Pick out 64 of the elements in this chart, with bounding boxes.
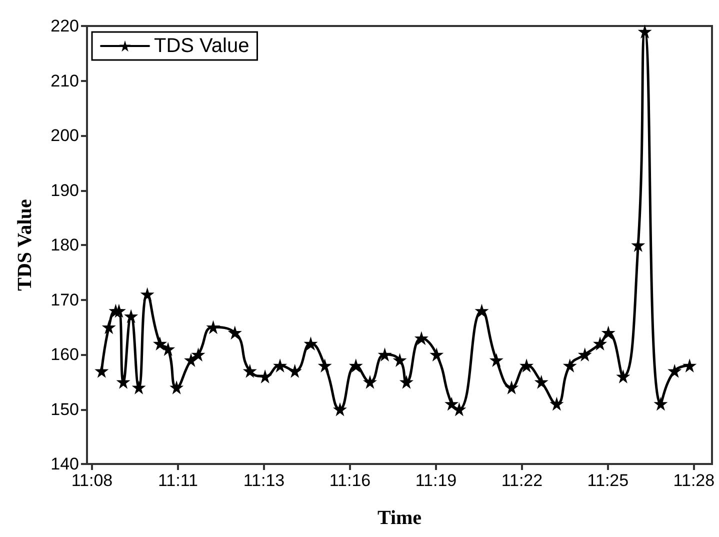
x-tick-label: 11:13 <box>243 471 285 490</box>
point <box>562 358 577 372</box>
point <box>504 380 519 394</box>
y-tick-label: 150 <box>50 400 79 419</box>
point <box>288 364 302 378</box>
point <box>520 358 534 372</box>
y-tick-label: 220 <box>50 16 79 36</box>
point <box>392 352 407 367</box>
point <box>348 358 363 372</box>
y-tick-label: 190 <box>50 180 79 200</box>
point <box>682 358 697 372</box>
point <box>638 24 652 38</box>
point <box>414 331 428 346</box>
point <box>578 348 592 362</box>
point <box>616 369 630 384</box>
y-axis-title: TDS Value <box>14 199 36 291</box>
point <box>304 336 318 351</box>
y-tick-label: 160 <box>50 345 79 364</box>
point <box>132 380 146 394</box>
x-tick-label: 11:11 <box>158 471 198 490</box>
point <box>258 369 272 384</box>
point <box>140 287 154 302</box>
point <box>362 374 377 389</box>
point <box>654 396 668 411</box>
point <box>489 352 504 367</box>
x-tick-label: 11:28 <box>673 471 715 490</box>
legend-label: TDS Value <box>154 35 250 57</box>
point <box>124 309 138 324</box>
y-tick-label: 170 <box>50 290 79 310</box>
point <box>273 358 288 372</box>
point <box>430 348 444 362</box>
x-tick-label: 11:19 <box>415 471 457 490</box>
y-tick-label: 210 <box>50 71 79 90</box>
point <box>228 326 242 340</box>
point <box>170 380 184 394</box>
point <box>474 304 489 318</box>
y-tick-label: 140 <box>50 454 79 474</box>
point <box>444 396 459 411</box>
point <box>593 336 608 351</box>
x-tick-label: 11:16 <box>329 471 371 490</box>
point <box>116 374 130 389</box>
point <box>112 304 126 318</box>
point <box>161 342 176 356</box>
x-tick-label: 11:22 <box>501 471 543 490</box>
point <box>601 326 616 340</box>
point <box>152 336 167 351</box>
x-tick-label: 11:25 <box>587 471 629 490</box>
point <box>550 396 564 411</box>
point <box>378 348 392 362</box>
point <box>206 320 220 334</box>
y-tick-label: 180 <box>50 236 79 254</box>
point <box>94 364 109 378</box>
x-tick-label: 11:08 <box>71 471 113 490</box>
point <box>191 348 206 362</box>
point <box>452 402 466 416</box>
point <box>668 364 682 378</box>
point <box>242 364 257 378</box>
point <box>534 374 548 389</box>
x-axis-title: Time <box>377 507 422 529</box>
point <box>102 320 116 334</box>
point <box>333 402 347 416</box>
point <box>318 358 332 372</box>
point <box>399 374 414 389</box>
y-tick-label: 200 <box>50 126 79 145</box>
